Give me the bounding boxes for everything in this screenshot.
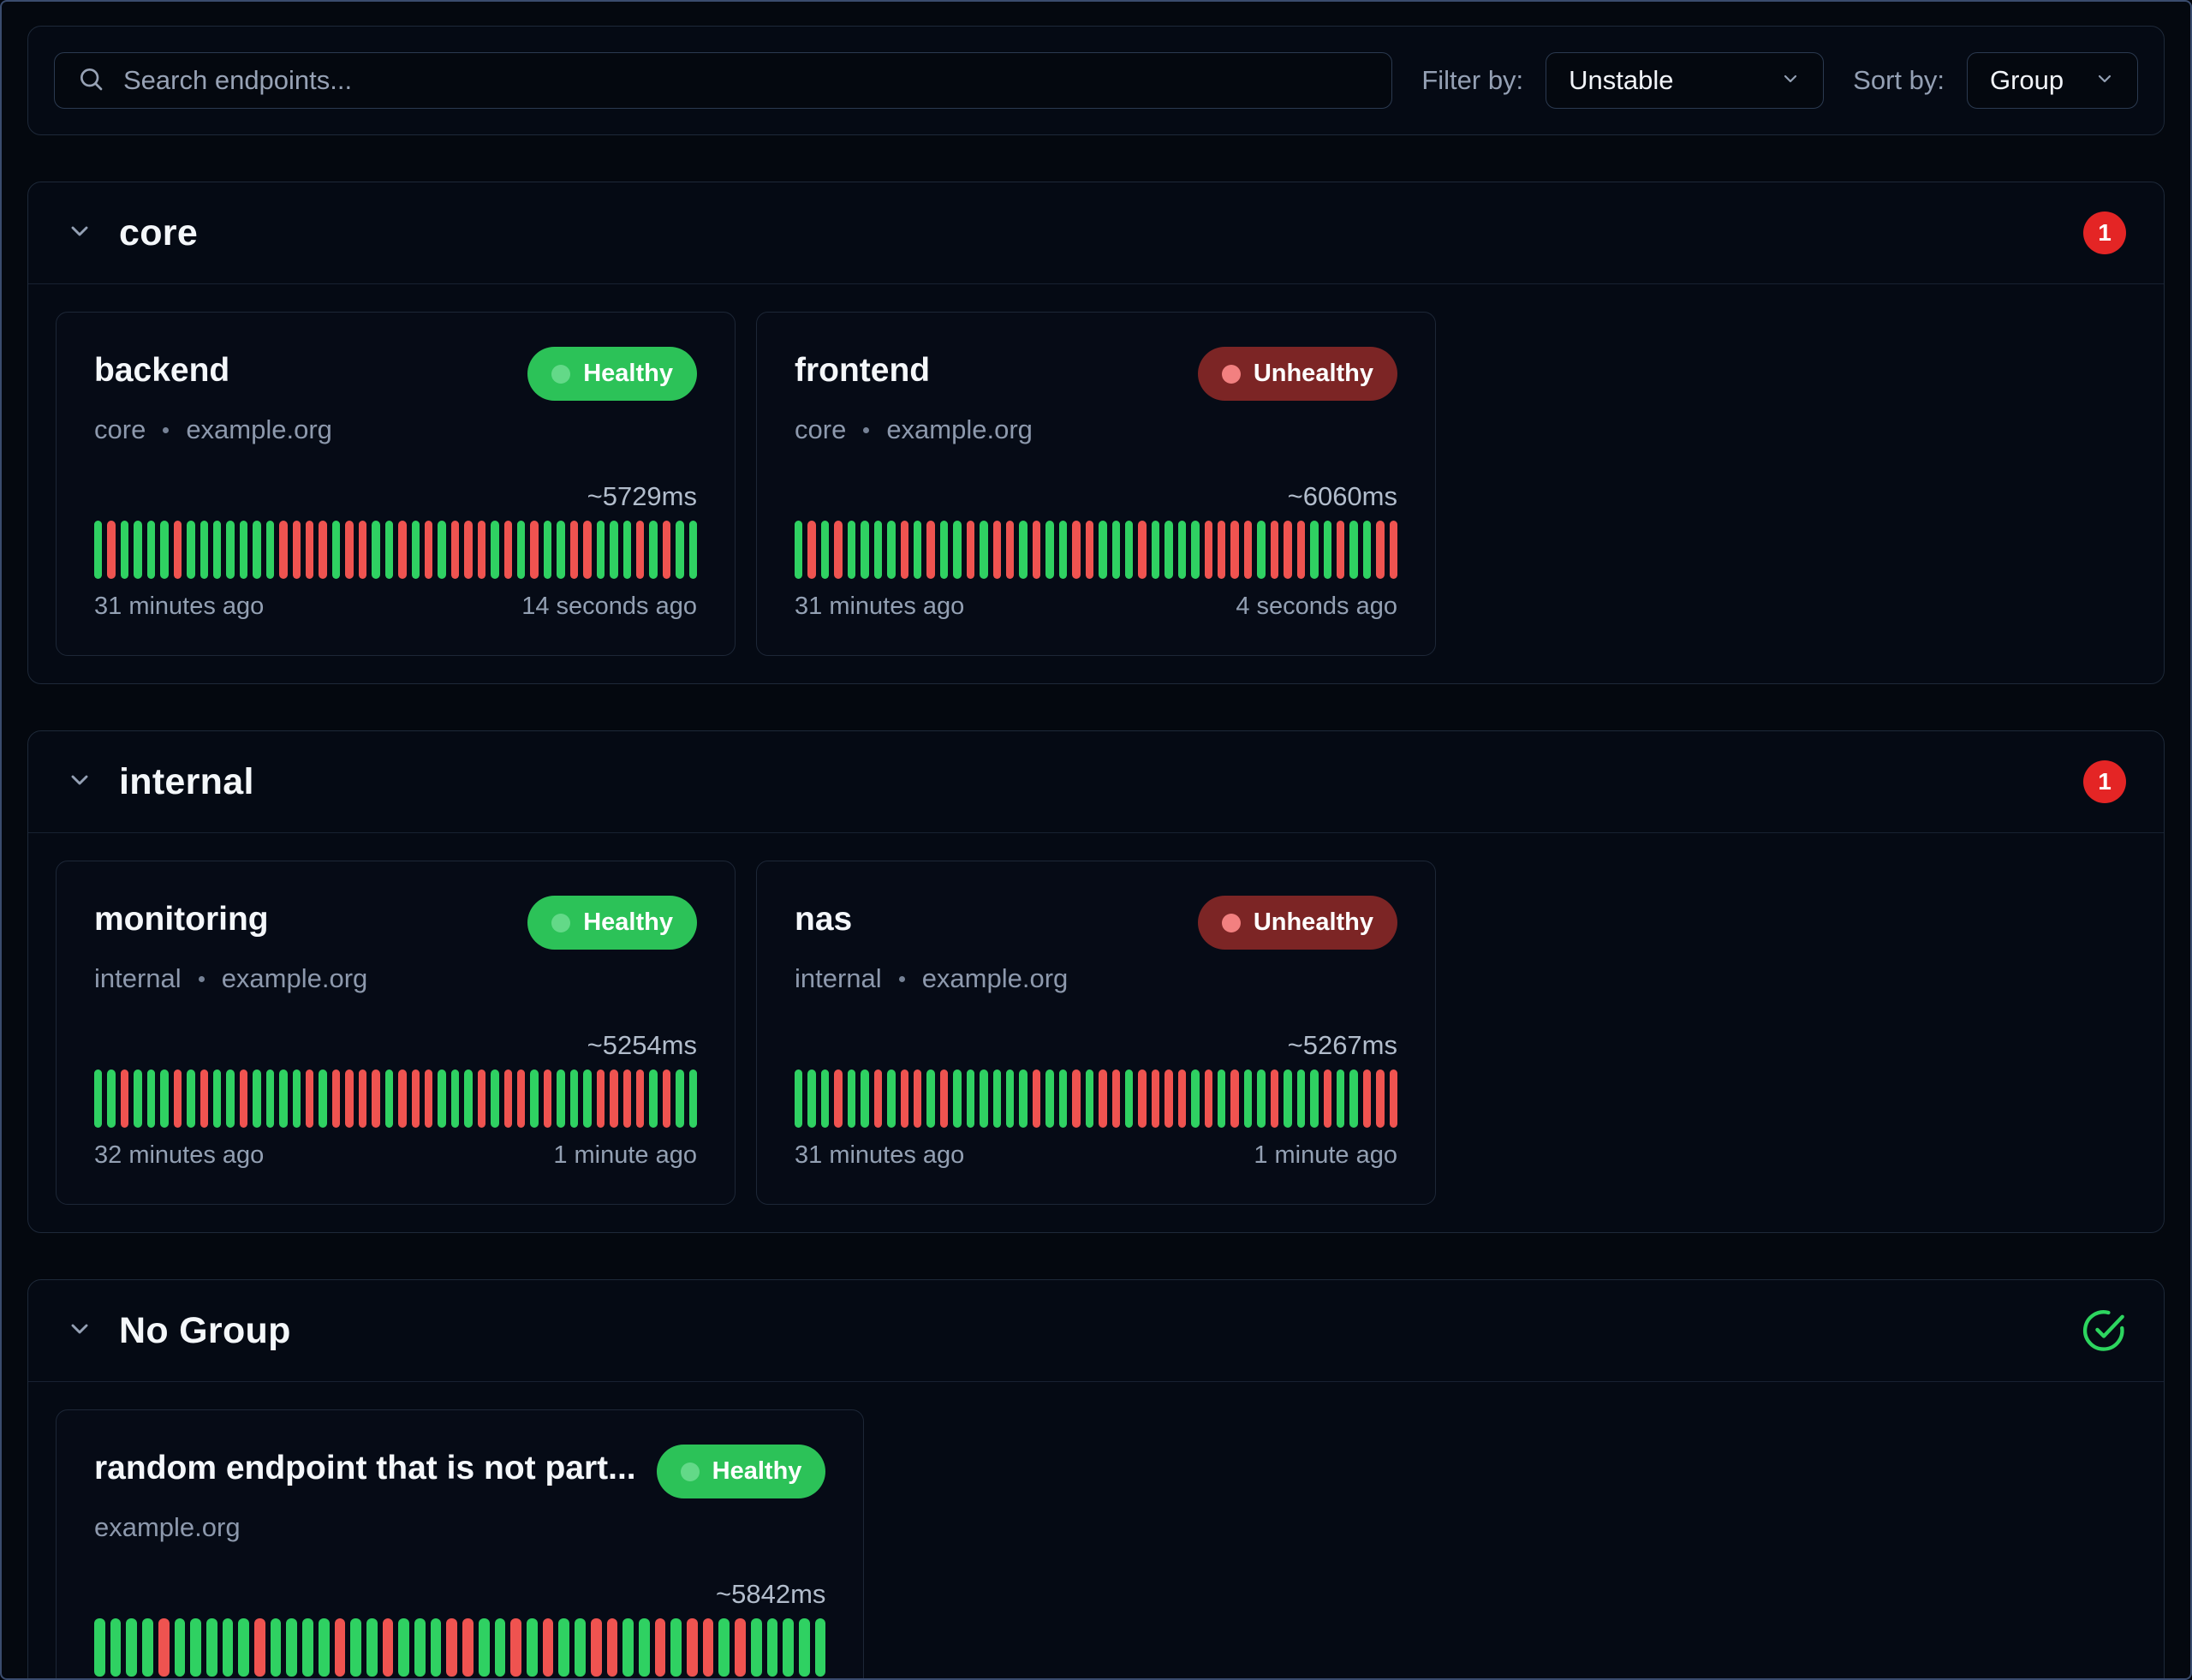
check-circle-icon (2082, 1308, 2126, 1353)
endpoint-card-frontend[interactable]: frontend Unhealthy core example.org ~606… (756, 312, 1436, 656)
endpoint-group: internal (94, 963, 182, 993)
status-dot-icon (551, 913, 571, 932)
group-header-no-group[interactable]: No Group (28, 1280, 2164, 1381)
sort-select[interactable]: Group (1967, 52, 2138, 109)
endpoint-subtitle: internal example.org (795, 963, 1397, 994)
filter-select-value: Unstable (1569, 65, 1674, 95)
divider (28, 1381, 2164, 1382)
uptime-bars[interactable] (94, 521, 698, 579)
newest-timestamp: 1 minute ago (1254, 1141, 1397, 1169)
response-time: ~5254ms (587, 1030, 697, 1060)
endpoint-name: nas (795, 901, 853, 938)
endpoint-host: example.org (886, 414, 1033, 444)
endpoint-name: backend (94, 352, 230, 389)
endpoint-group: core (94, 414, 146, 444)
endpoint-group: internal (795, 963, 882, 993)
divider (28, 832, 2164, 833)
group-section-internal: internal 1 monitoring Healthy internal e… (27, 730, 2165, 1233)
newest-timestamp: 4 seconds ago (1236, 593, 1397, 620)
group-section-core: core 1 backend Healthy core example.org (27, 182, 2165, 684)
endpoint-name: random endpoint that is not part... (94, 1450, 636, 1486)
group-section-no-group: No Group random endpoint that is not par… (27, 1279, 2165, 1678)
endpoint-subtitle: example.org (94, 1512, 825, 1543)
endpoint-subtitle: internal example.org (94, 963, 697, 994)
endpoint-subtitle: core example.org (94, 414, 697, 445)
divider (28, 283, 2164, 284)
dot-separator (898, 975, 905, 982)
status-dot-icon (680, 1462, 700, 1481)
group-title: internal (119, 760, 254, 802)
group-title: No Group (119, 1309, 291, 1351)
card-grid: backend Healthy core example.org ~5729ms… (28, 284, 2164, 683)
search-icon (77, 65, 104, 97)
endpoint-host: example.org (221, 963, 368, 993)
status-badge: Unhealthy (1197, 347, 1397, 401)
sort-select-value: Group (1990, 65, 2064, 95)
endpoint-group: core (795, 414, 847, 444)
endpoint-host: example.org (94, 1512, 241, 1542)
chevron-down-icon (66, 766, 93, 798)
endpoint-subtitle: core example.org (795, 414, 1397, 445)
response-time: ~5729ms (587, 481, 697, 511)
response-time: ~5267ms (1287, 1030, 1397, 1060)
status-badge: Healthy (527, 896, 697, 950)
newest-timestamp: 1 minute ago (553, 1141, 697, 1169)
oldest-timestamp: 31 minutes ago (94, 593, 265, 620)
search-box[interactable] (54, 52, 1393, 109)
status-dot-icon (1221, 364, 1241, 384)
card-grid: monitoring Healthy internal example.org … (28, 833, 2164, 1232)
uptime-bars[interactable] (94, 1618, 826, 1677)
oldest-timestamp: 31 minutes ago (795, 1141, 965, 1169)
endpoint-host: example.org (921, 963, 1069, 993)
oldest-timestamp: 31 minutes ago (795, 593, 965, 620)
chevron-down-icon (1780, 65, 1801, 96)
chevron-down-icon (66, 217, 93, 249)
uptime-bars[interactable] (795, 1069, 1398, 1128)
chevron-down-icon (2094, 65, 2115, 96)
endpoint-name: monitoring (94, 901, 269, 938)
filter-select[interactable]: Unstable (1546, 52, 1825, 109)
endpoint-card-random[interactable]: random endpoint that is not part... Heal… (56, 1409, 865, 1678)
oldest-timestamp: 32 minutes ago (94, 1141, 265, 1169)
endpoint-card-monitoring[interactable]: monitoring Healthy internal example.org … (56, 861, 736, 1205)
group-header-core[interactable]: core 1 (28, 182, 2164, 283)
search-input[interactable] (123, 65, 1370, 96)
uptime-bars[interactable] (94, 1069, 698, 1128)
uptime-bars[interactable] (795, 521, 1398, 579)
status-badge: Unhealthy (1197, 896, 1397, 950)
card-grid: random endpoint that is not part... Heal… (28, 1382, 2164, 1678)
group-header-internal[interactable]: internal 1 (28, 731, 2164, 832)
chevron-down-icon (66, 1315, 93, 1347)
sort-by-label: Sort by: (1853, 65, 1945, 95)
endpoint-card-nas[interactable]: nas Unhealthy internal example.org ~5267… (756, 861, 1436, 1205)
unhealthy-count-badge: 1 (2083, 760, 2126, 803)
status-dot-icon (551, 364, 571, 384)
dot-separator (863, 426, 870, 433)
endpoint-card-backend[interactable]: backend Healthy core example.org ~5729ms… (56, 312, 736, 656)
response-time: ~5842ms (716, 1579, 826, 1609)
status-dot-icon (1221, 913, 1241, 932)
status-badge: Healthy (656, 1445, 826, 1498)
group-title: core (119, 211, 199, 253)
response-time: ~6060ms (1287, 481, 1397, 511)
dot-separator (198, 975, 205, 982)
newest-timestamp: 14 seconds ago (521, 593, 697, 620)
unhealthy-count-badge: 1 (2083, 211, 2126, 254)
endpoint-name: frontend (795, 352, 931, 389)
filter-by-label: Filter by: (1421, 65, 1524, 95)
endpoint-host: example.org (186, 414, 332, 444)
status-badge: Healthy (527, 347, 697, 401)
toolbar: Filter by: Unstable Sort by: Group (27, 26, 2165, 135)
dot-separator (163, 426, 170, 433)
